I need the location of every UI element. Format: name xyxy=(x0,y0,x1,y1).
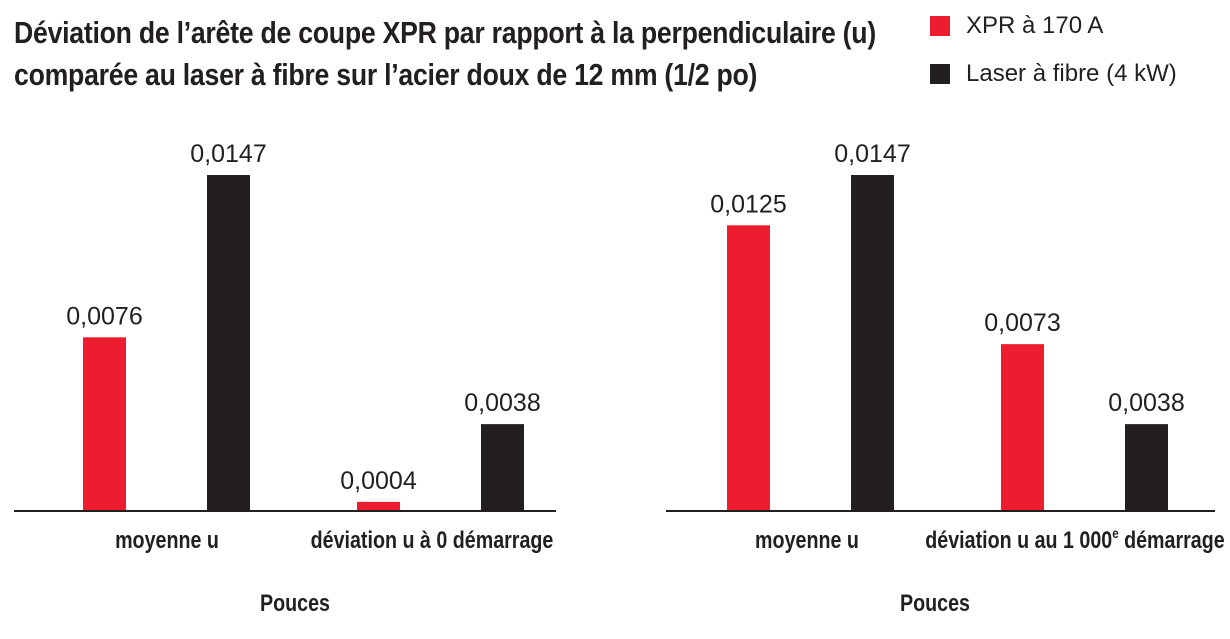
data-label-chart2-xpr-2: 0,0073 xyxy=(984,309,1060,337)
x-axis-label-chart1: Pouces xyxy=(260,589,330,616)
data-label-chart1-laser-1: 0,0147 xyxy=(190,140,266,168)
data-label-chart1-xpr-1: 0,0076 xyxy=(66,302,142,330)
data-label-chart1-laser-2: 0,0038 xyxy=(464,389,540,417)
legend-item-xpr: XPR à 170 A xyxy=(930,12,1177,40)
legend-swatch-laser xyxy=(930,64,950,84)
x-axis-label-chart2: Pouces xyxy=(900,589,970,616)
data-label-chart2-xpr-1: 0,0125 xyxy=(710,190,786,218)
category-label-chart1-2: déviation u à 0 démarrage xyxy=(311,526,554,553)
chart-title-line-2: comparée au laser à fibre sur l’acier do… xyxy=(14,57,758,92)
bar-chart2-xpr-2 xyxy=(1001,344,1044,511)
legend-swatch-xpr xyxy=(930,16,950,36)
data-label-chart1-xpr-2: 0,0004 xyxy=(340,467,417,495)
legend-item-laser: Laser à fibre (4 kW) xyxy=(930,60,1177,88)
legend-label-xpr: XPR à 170 A xyxy=(966,12,1104,39)
bar-chart1-xpr-1 xyxy=(83,337,126,511)
category-label-chart1-1: moyenne u xyxy=(115,526,219,553)
bar-chart1-laser-2 xyxy=(481,424,524,511)
data-label-chart2-laser-2: 0,0038 xyxy=(1108,389,1184,417)
data-label-chart2-laser-1: 0,0147 xyxy=(834,140,910,168)
category-label-chart2-1: moyenne u xyxy=(755,526,859,553)
chart-title-line-1: Déviation de l’arête de coupe XPR par ra… xyxy=(14,15,876,50)
bar-chart1-xpr-2 xyxy=(357,501,400,511)
legend-label-laser: Laser à fibre (4 kW) xyxy=(966,60,1177,87)
bar-chart2-laser-2 xyxy=(1125,424,1168,511)
bar-chart2-xpr-1 xyxy=(727,225,770,512)
chart-title: Déviation de l’arête de coupe XPR par ra… xyxy=(14,12,876,96)
bar-chart1-laser-1 xyxy=(207,175,250,511)
legend: XPR à 170 A Laser à fibre (4 kW) xyxy=(930,12,1177,108)
category-label-chart2-2: déviation u au 1 000e démarrage xyxy=(925,525,1224,554)
bar-chart2-laser-1 xyxy=(851,175,894,511)
